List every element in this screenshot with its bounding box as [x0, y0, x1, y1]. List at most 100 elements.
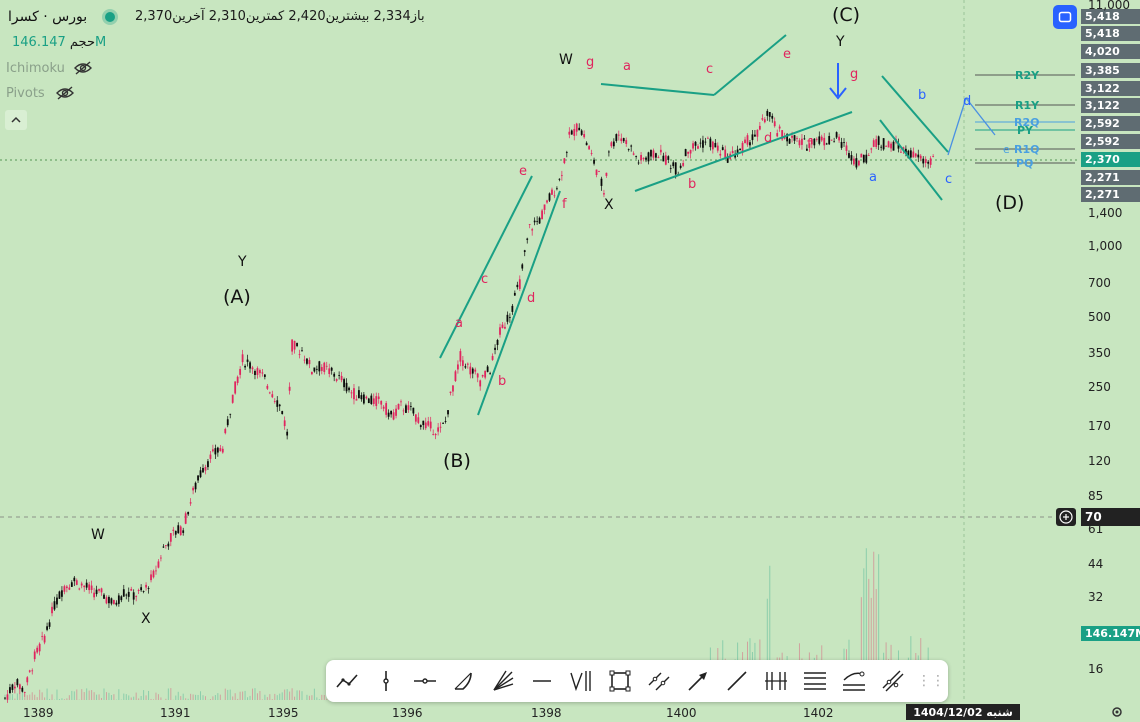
candle-body — [318, 361, 320, 371]
candle-body — [185, 513, 187, 523]
volume-bar — [151, 699, 152, 700]
fullscreen-button[interactable] — [1053, 5, 1077, 29]
pivot-label: PY — [1017, 124, 1034, 137]
indicator-pivots[interactable]: Pivots — [6, 85, 75, 101]
settings-icon[interactable] — [1110, 705, 1124, 719]
candle-body — [16, 679, 18, 685]
candle-body — [435, 434, 437, 435]
tool-measure[interactable] — [878, 666, 908, 696]
volume-bar — [56, 690, 57, 700]
candle-body — [695, 142, 697, 146]
candle-body — [111, 598, 113, 603]
candle-body — [519, 279, 521, 289]
volume-bar — [113, 694, 114, 700]
candle-body — [135, 596, 137, 597]
collapse-legend-button[interactable] — [5, 110, 27, 130]
wave-label: e — [783, 47, 791, 62]
candle-body — [492, 356, 494, 360]
candle-body — [222, 449, 224, 453]
candle-body — [368, 399, 370, 403]
volume-bar — [245, 691, 246, 700]
toolbar-drag-handle[interactable]: ⋮⋮ — [917, 677, 927, 685]
tool-parallel-channel[interactable] — [644, 666, 674, 696]
tool-arrow[interactable] — [683, 666, 713, 696]
candle-body — [299, 354, 301, 355]
candle-body — [848, 153, 850, 158]
candle-body — [571, 130, 573, 134]
crosshair-add-button[interactable] — [1056, 508, 1076, 526]
fullscreen-icon — [1058, 11, 1072, 23]
eye-hidden-icon[interactable] — [55, 85, 75, 101]
candle-body — [593, 160, 595, 164]
candle-body — [920, 156, 922, 159]
candle-body — [51, 607, 53, 613]
tool-regression[interactable] — [839, 666, 869, 696]
symbol-name[interactable]: بورس · کسرا — [8, 9, 87, 25]
tool-horizontal-segment[interactable] — [527, 666, 557, 696]
eye-hidden-icon[interactable] — [73, 60, 93, 76]
candle-body — [487, 366, 489, 371]
wave-label: X — [141, 611, 151, 627]
tool-rectangle[interactable] — [605, 666, 635, 696]
candle-body — [257, 368, 259, 375]
tool-horizontal-ray[interactable] — [410, 666, 440, 696]
volume-bar — [195, 695, 196, 700]
candle-body — [71, 582, 73, 587]
volume-bar — [143, 690, 144, 700]
plus-circle-icon — [1059, 510, 1073, 524]
indicator-ichimoku[interactable]: Ichimoku — [6, 60, 93, 76]
candle-body — [868, 155, 870, 156]
tool-arc[interactable] — [449, 666, 479, 696]
candle-body — [878, 136, 880, 145]
volume-bar — [155, 693, 156, 700]
candle-body — [336, 379, 338, 381]
candle-body — [400, 401, 402, 402]
candle-body — [54, 601, 56, 609]
candle-body — [4, 698, 6, 699]
fan-icon — [490, 668, 516, 694]
candle-body — [927, 162, 929, 164]
candle-body — [214, 448, 216, 454]
high-value: 2,420 — [288, 9, 325, 24]
candle-body — [794, 135, 796, 141]
volume-bar — [118, 689, 119, 700]
last-label: آخرین — [172, 9, 204, 24]
y-tick: 44 — [1088, 557, 1103, 571]
candle-body — [108, 597, 110, 603]
candle-body — [556, 188, 558, 189]
volume-bar — [131, 697, 132, 700]
candle-body — [831, 140, 833, 141]
candle-body — [385, 403, 387, 415]
chevron-up-icon — [11, 116, 21, 124]
tool-vertical-line[interactable] — [371, 666, 401, 696]
volume-bar — [316, 697, 317, 700]
tool-fib-fan[interactable] — [488, 666, 518, 696]
volume-bar — [96, 695, 97, 700]
candle-body — [890, 144, 892, 149]
volume-bar — [9, 694, 10, 700]
volume-bar — [91, 690, 92, 700]
tool-date-range[interactable] — [761, 666, 791, 696]
tool-trend-angle[interactable] — [332, 666, 362, 696]
volume-bar — [29, 695, 30, 700]
candle-body — [759, 126, 761, 130]
candle-body — [432, 434, 434, 435]
tool-pitchfork[interactable] — [566, 666, 596, 696]
candle-body — [172, 530, 174, 531]
volume-bar — [39, 690, 40, 700]
candle-body — [59, 591, 61, 598]
candle-body — [26, 677, 28, 682]
volume-bar — [160, 697, 161, 700]
candle-body — [583, 134, 585, 137]
tool-trend-line[interactable] — [722, 666, 752, 696]
tool-fib-retracement[interactable] — [800, 666, 830, 696]
wave-label: d — [963, 94, 971, 109]
current-price-tag: 2,370 — [1081, 152, 1140, 167]
volume-bar — [69, 695, 70, 700]
candle-body — [91, 586, 93, 590]
volume-bar — [232, 696, 233, 700]
candle-body — [227, 419, 229, 425]
symbol-row: بورس · کسرا — [8, 9, 121, 25]
x-tick: 1396 — [392, 706, 423, 720]
